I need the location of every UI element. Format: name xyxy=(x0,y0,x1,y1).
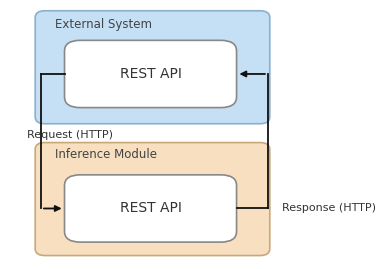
FancyBboxPatch shape xyxy=(65,40,237,108)
FancyBboxPatch shape xyxy=(35,11,270,124)
Text: REST API: REST API xyxy=(120,201,181,215)
Text: REST API: REST API xyxy=(120,67,181,81)
Text: Inference Module: Inference Module xyxy=(55,148,157,161)
Text: Response (HTTP): Response (HTTP) xyxy=(282,203,375,214)
FancyBboxPatch shape xyxy=(35,143,270,256)
Text: Request (HTTP): Request (HTTP) xyxy=(27,129,113,140)
Text: External System: External System xyxy=(55,18,152,31)
FancyBboxPatch shape xyxy=(65,175,237,242)
